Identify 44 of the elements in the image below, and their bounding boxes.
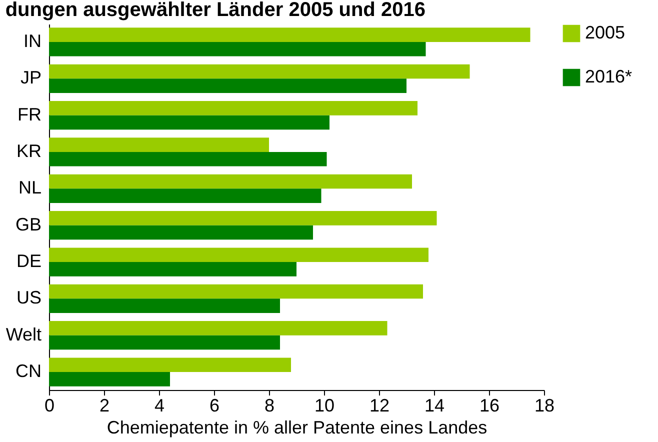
bar: [49, 335, 280, 350]
x-tick-label: 4: [154, 396, 165, 416]
bar: [49, 188, 322, 203]
x-tick-label: 14: [424, 396, 445, 416]
y-tick-label: Welt: [6, 324, 42, 344]
y-tick-label: NL: [18, 178, 42, 198]
bar: [49, 372, 170, 386]
bar: [49, 174, 412, 189]
legend-label: 2005: [585, 22, 626, 42]
x-tick-label: 12: [369, 396, 390, 416]
bar: [49, 225, 313, 240]
y-tick-label: GB: [15, 214, 42, 234]
y-tick-label: DE: [16, 251, 42, 272]
chart-title: dungen ausgewählter Länder 2005 und 2016: [5, 0, 426, 21]
x-tick-label: 18: [534, 396, 555, 416]
bar: [49, 284, 423, 299]
y-tick-label: US: [16, 288, 42, 308]
bar: [49, 101, 418, 116]
bar: [49, 211, 437, 226]
x-tick-label: 2: [99, 396, 110, 416]
bar: [49, 78, 406, 93]
y-tick-label: JP: [20, 68, 42, 88]
x-tick-label: 6: [209, 396, 220, 416]
bar: [49, 64, 470, 79]
x-tick-label: 10: [314, 396, 335, 416]
x-tick-label: 8: [264, 396, 275, 416]
bar: [49, 115, 330, 130]
x-axis-title: Chemiepatente in % aller Patente eines Landes: [106, 418, 488, 438]
bar: [49, 358, 291, 372]
bar: [49, 138, 269, 152]
bar: [49, 248, 428, 262]
x-tick-label: 16: [479, 396, 500, 416]
y-tick-label: KR: [16, 140, 42, 161]
bar: [49, 321, 388, 336]
bar: [49, 262, 296, 276]
y-tick-label: CN: [16, 361, 42, 382]
bar: [49, 152, 327, 166]
bar: [49, 298, 280, 313]
y-tick-label: IN: [24, 30, 42, 51]
bar: [49, 42, 426, 56]
x-tick-label: 0: [44, 396, 55, 416]
y-tick-label: FR: [18, 104, 42, 124]
legend-label: 2016*: [585, 66, 632, 86]
bar: [49, 28, 530, 42]
